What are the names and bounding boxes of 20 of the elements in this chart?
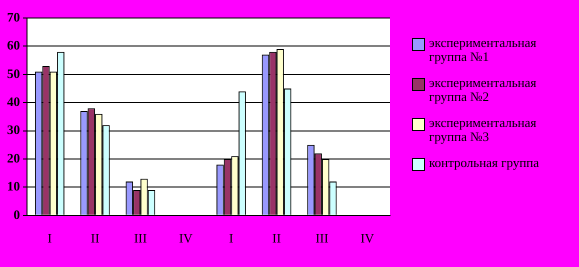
y-tick-label: 30 [7, 122, 20, 138]
y-tick-label: 70 [7, 9, 20, 24]
x-tick-label: I [48, 230, 52, 246]
y-tick-label: 20 [7, 150, 20, 166]
x-tick-label: II [272, 230, 281, 246]
legend-label: контрольная группа [429, 155, 539, 170]
x-tick-label: IV [360, 230, 375, 246]
y-tick-label: 40 [7, 94, 20, 109]
x-tick-label: II [90, 230, 100, 246]
x-tick-label: I [229, 230, 234, 246]
y-tick-label: 10 [7, 178, 20, 194]
x-tick-label: IV [178, 230, 194, 246]
legend-label: экспериментальная группа №1 [429, 35, 538, 64]
legend-label: экспериментальная группа №3 [429, 115, 538, 144]
y-tick-label: 0 [14, 206, 20, 222]
legend-label: экспериментальная группа №2 [429, 75, 538, 104]
y-tick-label: 60 [7, 38, 20, 53]
x-tick-label: III [134, 230, 147, 246]
y-tick-label: 50 [7, 66, 20, 81]
x-tick-label: III [315, 230, 328, 246]
